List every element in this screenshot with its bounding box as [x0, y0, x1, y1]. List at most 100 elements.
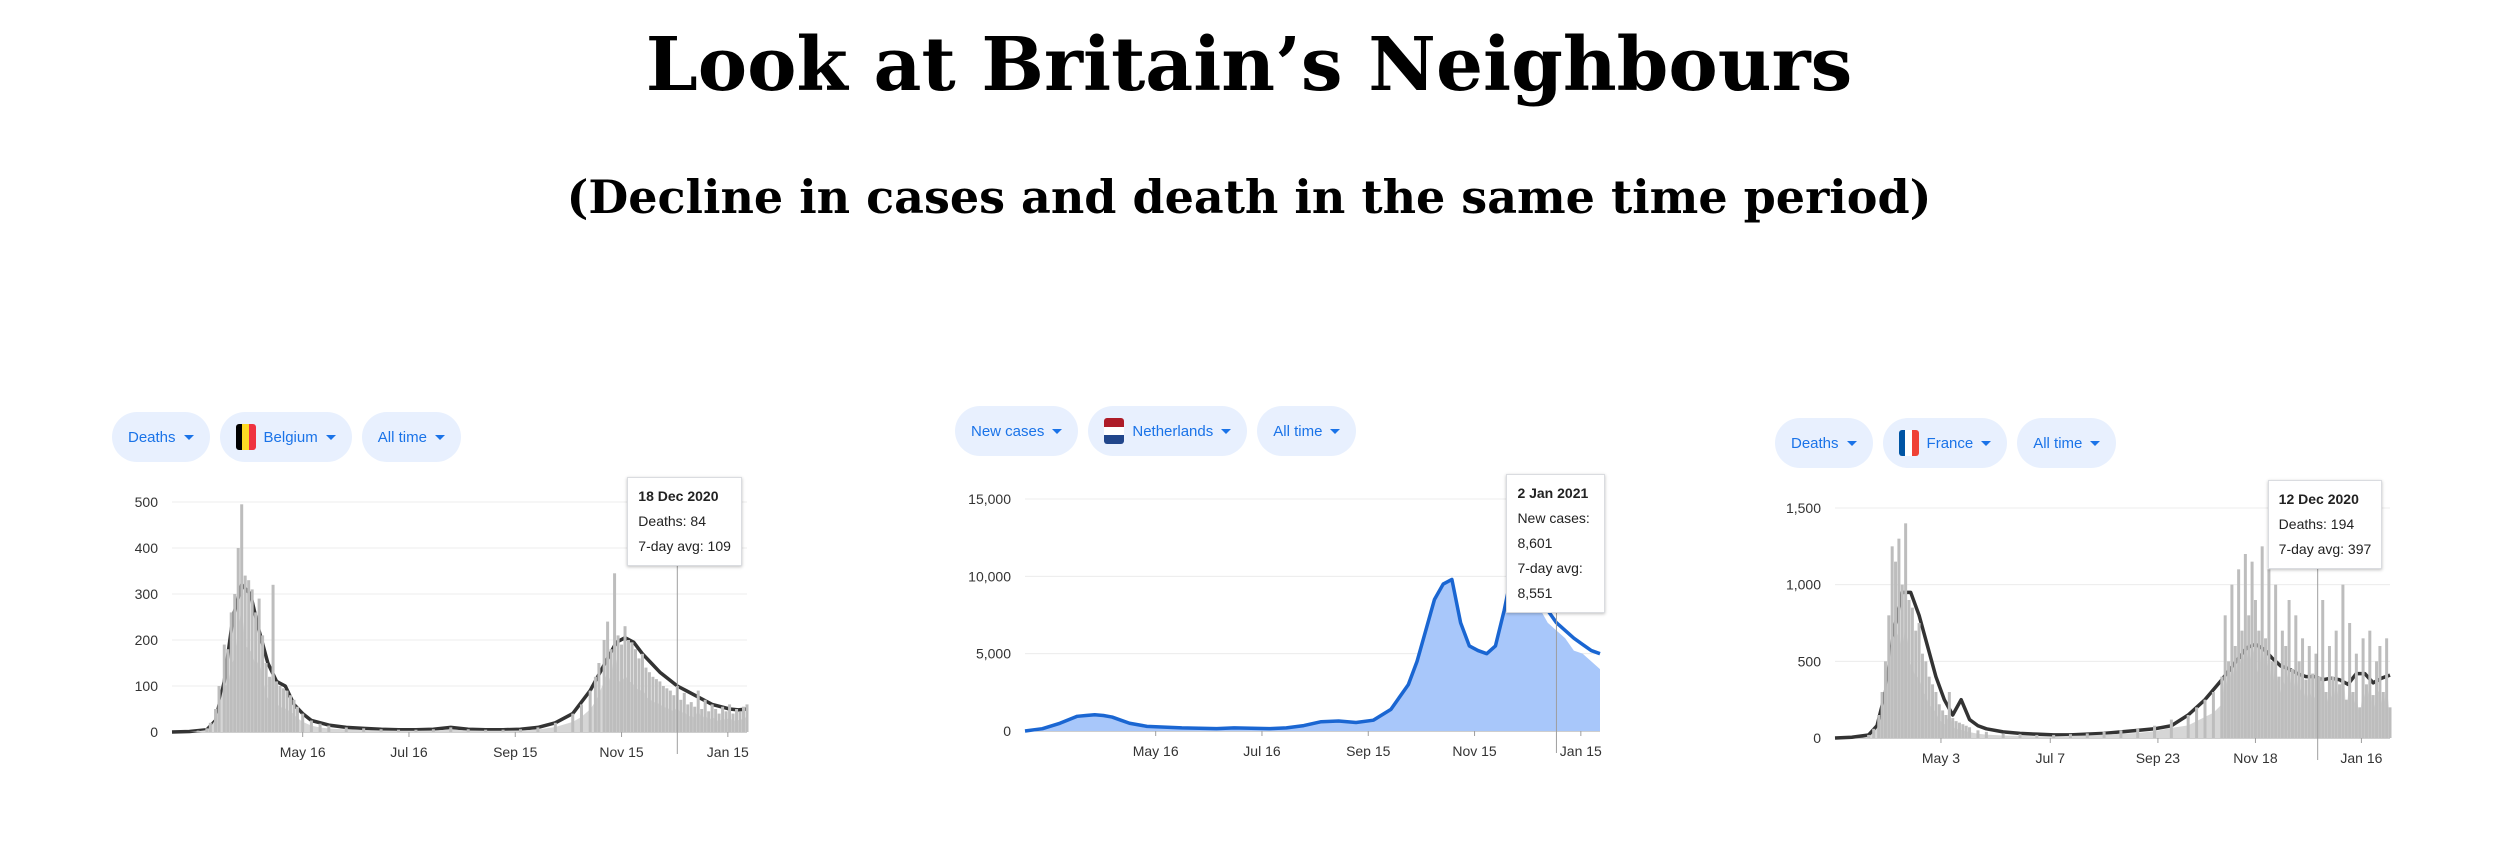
tooltip-average: 7-day avg: 397	[2278, 541, 2372, 557]
daily-bar	[2331, 676, 2335, 738]
belgium-flag-icon	[235, 424, 256, 450]
daily-bar	[2052, 734, 2056, 738]
daily-bar	[2264, 638, 2268, 738]
daily-bar	[682, 692, 686, 732]
daily-bar	[275, 681, 279, 732]
daily-bar	[2195, 707, 2199, 738]
chart-tooltip: 12 Dec 2020 Deaths: 194 7-day avg: 397	[2267, 480, 2383, 569]
daily-bar	[1890, 546, 1894, 738]
daily-bar	[627, 640, 631, 732]
chevron-down-icon	[183, 434, 194, 440]
daily-bar	[208, 722, 212, 732]
daily-bar	[1877, 715, 1881, 738]
daily-bar	[2284, 646, 2288, 738]
daily-bar	[301, 713, 305, 732]
y-tick-label: 5,000	[976, 646, 1011, 662]
country-dropdown-label: France	[1926, 434, 1974, 452]
chevron-down-icon	[1846, 440, 1857, 446]
daily-bar	[1976, 730, 1980, 738]
daily-bar	[2153, 725, 2157, 738]
time-range-dropdown[interactable]: All time	[361, 412, 461, 462]
daily-bar	[1917, 623, 1921, 738]
daily-bars	[196, 504, 749, 732]
x-tick-label: Jan 15	[707, 744, 749, 760]
daily-bar	[1907, 600, 1911, 738]
daily-bar	[318, 723, 322, 732]
daily-bar	[431, 729, 435, 732]
daily-bar	[226, 649, 230, 732]
page-title: Look at Britain’s Neighbours	[645, 22, 1853, 108]
y-tick-label: 1,000	[1786, 577, 1821, 593]
tooltip-value: Deaths: 84	[638, 513, 707, 529]
y-tick-label: 15,000	[968, 491, 1011, 507]
daily-bar	[2375, 661, 2379, 738]
daily-bar	[278, 686, 282, 732]
daily-bar	[2290, 669, 2294, 738]
daily-bar	[2348, 623, 2352, 738]
daily-bar	[501, 729, 505, 732]
tooltip-average: 7-day avg: 109	[638, 538, 731, 554]
daily-bar	[640, 653, 644, 732]
daily-bar	[616, 635, 620, 732]
daily-bar	[637, 658, 641, 732]
x-tick-label: Nov 18	[2233, 750, 2278, 766]
daily-bar	[2169, 719, 2173, 738]
daily-bar	[2119, 730, 2123, 738]
daily-bar	[2280, 630, 2284, 738]
daily-bar	[623, 626, 627, 732]
daily-bar	[292, 699, 296, 732]
daily-bar	[2334, 630, 2338, 738]
daily-bar	[2307, 646, 2311, 738]
daily-bar	[1957, 722, 1961, 738]
y-tick-label: 100	[135, 678, 159, 694]
daily-bar	[679, 699, 683, 732]
daily-bar	[630, 642, 634, 732]
y-tick-label: 1,500	[1786, 500, 1821, 516]
daily-bar	[2102, 731, 2106, 738]
daily-bar	[1931, 684, 1935, 738]
daily-bar	[1872, 728, 1876, 738]
daily-bar	[2311, 673, 2315, 738]
daily-bar	[217, 686, 221, 732]
daily-bar	[2253, 600, 2257, 738]
chevron-down-icon	[434, 434, 445, 440]
daily-bar	[2243, 554, 2247, 738]
france-panel: Deaths France All time 0 500 1,000 1,500 May…	[1775, 418, 2395, 788]
france-flag-icon	[1898, 430, 1919, 456]
country-dropdown[interactable]: France	[1882, 418, 2008, 468]
x-tick-label: Jul 7	[2035, 750, 2065, 766]
daily-bar	[620, 644, 624, 732]
metric-dropdown[interactable]: Deaths	[112, 412, 210, 462]
daily-bar	[654, 679, 658, 732]
daily-bar	[2277, 676, 2281, 738]
country-dropdown[interactable]: Netherlands	[1088, 406, 1248, 456]
y-tick-label: 10,000	[968, 568, 1011, 584]
country-dropdown-label: Netherlands	[1132, 422, 1214, 440]
daily-bar	[2304, 679, 2308, 738]
france-deaths-chart: 0 500 1,000 1,500 May 3 Jul 7 Sep 23 Nov 18 Jan …	[1786, 500, 2392, 766]
metric-dropdown-label: Deaths	[1791, 434, 1839, 452]
metric-dropdown[interactable]: New cases	[955, 406, 1079, 456]
daily-bar	[553, 722, 557, 732]
country-dropdown[interactable]: Belgium	[219, 412, 352, 462]
daily-bar	[2260, 546, 2264, 738]
daily-bar	[2220, 676, 2224, 738]
belgium-deaths-chart: 0 100 200 300 400 500 May 16 Jul 16 Sep 15 Nov 15…	[135, 494, 749, 760]
daily-bar	[2385, 638, 2389, 738]
daily-bar	[1934, 692, 1938, 738]
daily-bar	[2257, 630, 2261, 738]
daily-bar	[2223, 615, 2227, 738]
tooltip-value: Deaths: 194	[2278, 516, 2355, 532]
daily-bar	[745, 704, 749, 732]
daily-bar	[2270, 661, 2274, 738]
time-range-dropdown[interactable]: All time	[2017, 418, 2117, 468]
daily-bar	[240, 504, 244, 732]
daily-bar	[1924, 661, 1928, 738]
daily-bar	[250, 589, 254, 732]
daily-bar	[2211, 692, 2215, 738]
daily-bar	[2250, 561, 2254, 738]
metric-dropdown[interactable]: Deaths	[1775, 418, 1873, 468]
daily-bar	[484, 729, 488, 732]
daily-bar	[222, 644, 226, 732]
time-range-dropdown[interactable]: All time	[1257, 406, 1357, 456]
